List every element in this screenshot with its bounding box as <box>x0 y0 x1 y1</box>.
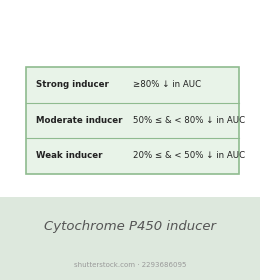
Text: Strong inducer: Strong inducer <box>36 80 109 89</box>
Text: ≥80% ↓ in AUC: ≥80% ↓ in AUC <box>133 80 201 89</box>
Text: Weak inducer: Weak inducer <box>36 151 103 160</box>
FancyBboxPatch shape <box>26 67 239 174</box>
Text: shutterstock.com · 2293686095: shutterstock.com · 2293686095 <box>74 262 186 268</box>
Text: 50% ≤ & < 80% ↓ in AUC: 50% ≤ & < 80% ↓ in AUC <box>133 116 245 125</box>
FancyBboxPatch shape <box>0 197 260 280</box>
Text: Cytochrome P450 inducer: Cytochrome P450 inducer <box>44 220 216 233</box>
Text: Moderate inducer: Moderate inducer <box>36 116 123 125</box>
Text: 20% ≤ & < 50% ↓ in AUC: 20% ≤ & < 50% ↓ in AUC <box>133 151 245 160</box>
